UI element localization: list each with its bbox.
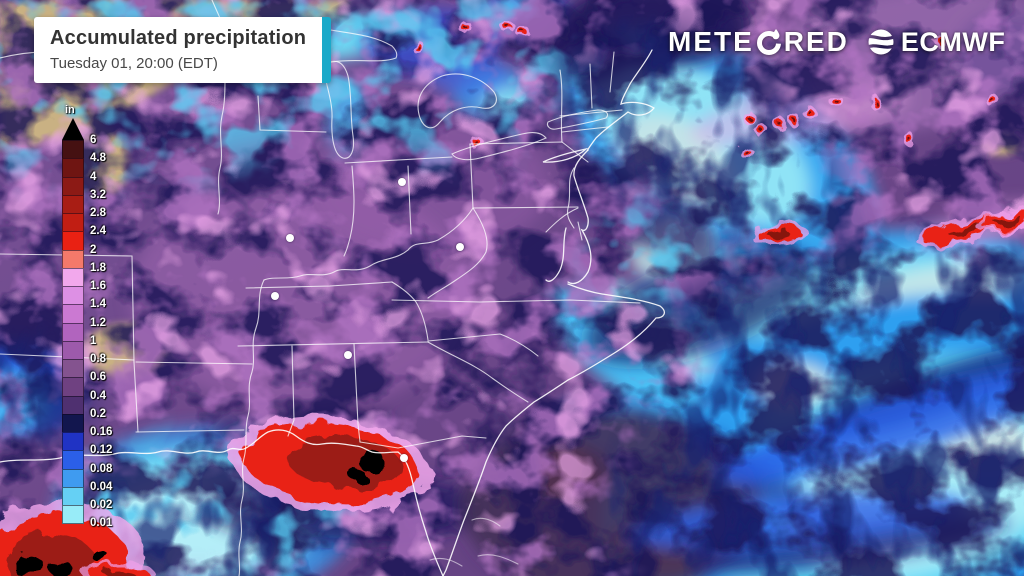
title-card: Accumulated precipitation Tuesday 01, 20…: [34, 17, 332, 83]
city-marker: [286, 234, 294, 242]
raindrop-o-icon: [756, 29, 781, 55]
meteored-logo-suffix: RED: [783, 26, 849, 57]
meteored-logo: METE RED: [668, 26, 849, 58]
city-marker: [398, 178, 406, 186]
branding: METE RED ECMWF: [668, 26, 1005, 58]
meteored-logo-prefix: METE: [668, 26, 754, 57]
ecmwf-logo: ECMWF: [865, 26, 1005, 58]
map-title: Accumulated precipitation: [50, 27, 307, 49]
coastline: [0, 49, 665, 576]
ecmwf-globe-icon: [868, 29, 894, 55]
hotspot-speckles: [84, 21, 1024, 576]
city-marker: [344, 351, 352, 359]
map-valid-time: Tuesday 01, 20:00 (EDT): [50, 55, 218, 72]
hotspot-florida-panhandle: [230, 416, 430, 512]
city-marker: [271, 292, 279, 300]
city-marker: [456, 243, 464, 251]
hotspot-gulf-southwest: [0, 502, 146, 576]
ecmwf-logo-text: ECMWF: [900, 26, 1006, 57]
city-marker: [400, 454, 408, 462]
